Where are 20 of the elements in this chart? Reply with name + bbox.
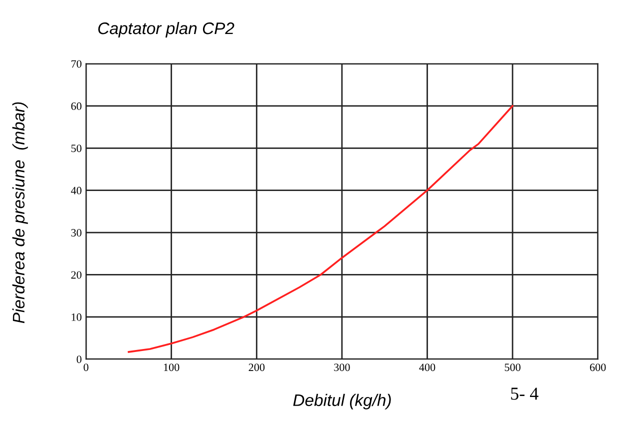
- y-tick-label: 0: [76, 356, 82, 364]
- y-tick-label: 20: [71, 271, 82, 279]
- x-tick-label: 0: [84, 364, 88, 372]
- y-tick-label: 60: [71, 102, 82, 110]
- y-tick-label: 30: [71, 229, 82, 236]
- y-tick-label: 50: [71, 144, 82, 152]
- x-tick-label: 300: [334, 364, 350, 372]
- x-tick-label: 200: [248, 364, 265, 372]
- chart-title: Captator plan CP2: [98, 22, 234, 38]
- y-axis-title: Pierderea de presiune (mbar): [12, 102, 28, 324]
- x-tick-label: 400: [419, 364, 436, 372]
- x-axis-title: Debitul (kg/h): [293, 394, 391, 410]
- x-tick-label: 100: [164, 364, 180, 372]
- line-series: [128, 105, 514, 353]
- x-tick-label: 600: [590, 364, 606, 372]
- x-tick-label: 500: [504, 364, 520, 372]
- y-tick-label: 40: [70, 186, 82, 194]
- text: 5- 4: [511, 388, 538, 400]
- y-tick-label: 70: [71, 60, 82, 68]
- y-tick-label: 10: [72, 313, 82, 321]
